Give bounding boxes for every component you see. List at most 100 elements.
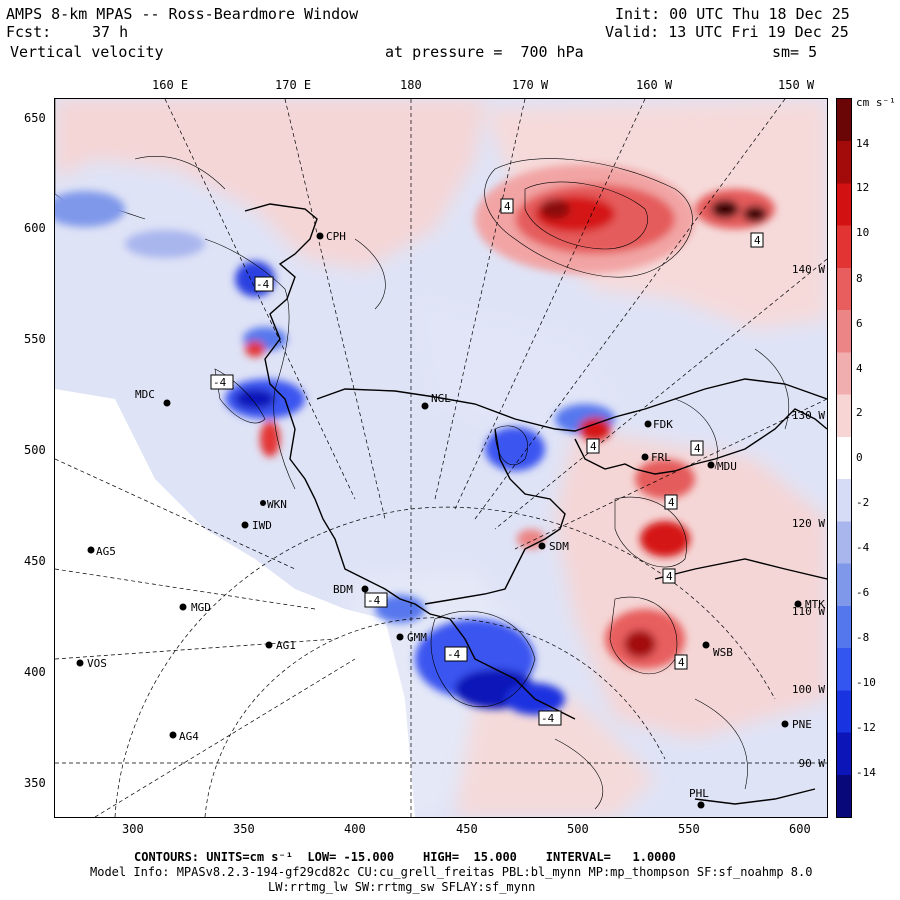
top-lon-label: 150 W: [778, 78, 815, 92]
colorbar-label: 8: [856, 272, 863, 285]
meridian-label: 110 W: [792, 605, 825, 618]
meridian-label: 130 W: [792, 409, 825, 422]
colorbar-label: 0: [856, 451, 863, 464]
colorbar-label: -14: [856, 766, 876, 779]
svg-text:4: 4: [668, 496, 675, 509]
station-marker: [241, 521, 249, 529]
station-marker: [538, 542, 546, 550]
station-label: FRL: [651, 451, 671, 464]
station-marker: [697, 801, 705, 809]
station-marker: [641, 453, 649, 461]
x-tick-label: 500: [567, 822, 589, 836]
station-cph[interactable]: CPH: [316, 230, 346, 243]
colorbar-label: 2: [856, 406, 863, 419]
station-wsb[interactable]: WSB: [702, 641, 734, 660]
y-tick-label: 550: [24, 332, 46, 346]
station-mdc[interactable]: MDC: [135, 388, 171, 407]
station-label: GMM: [407, 631, 427, 644]
station-ag1[interactable]: AG1: [265, 639, 296, 652]
station-label: MDU: [717, 460, 737, 473]
no-data-region: [55, 389, 415, 817]
x-tick-label: 400: [344, 822, 366, 836]
top-lon-label: 160 W: [636, 78, 673, 92]
station-marker: [702, 641, 710, 649]
station-mdu[interactable]: MDU: [707, 460, 737, 473]
station-marker: [179, 603, 187, 611]
forecast-hour: 37 h: [92, 23, 129, 41]
station-label: IWD: [252, 519, 272, 532]
y-tick-label: 650: [24, 111, 46, 125]
station-frl[interactable]: FRL: [641, 451, 672, 464]
x-tick-label: 300: [122, 822, 144, 836]
svg-text:-4: -4: [541, 712, 555, 725]
station-marker: [361, 585, 369, 593]
station-marker: [794, 600, 802, 608]
x-tick-label: 450: [456, 822, 478, 836]
contour-box: 4: [662, 568, 676, 584]
x-tick-label: 600: [789, 822, 811, 836]
station-pne[interactable]: PNE: [781, 718, 812, 731]
station-phl[interactable]: PHL: [689, 787, 709, 809]
colorbar-units: cm s⁻¹: [856, 96, 896, 109]
contour-box: -4: [254, 276, 274, 292]
svg-text:4: 4: [754, 234, 761, 247]
y-tick-label: 350: [24, 776, 46, 790]
station-marker: [169, 731, 177, 739]
x-tick-label: 350: [233, 822, 255, 836]
station-ngl[interactable]: NGL: [421, 392, 452, 410]
model-info: Model Info: MPASv8.2.3-194-gf29cd82c CU:…: [90, 865, 813, 879]
valid-time: Valid: 13 UTC Fri 19 Dec 25: [605, 23, 849, 41]
forecast-label: Fcst:: [6, 23, 52, 41]
variable-name: Vertical velocity: [10, 43, 164, 61]
station-sdm[interactable]: SDM: [538, 540, 570, 553]
station-mgd[interactable]: MGD: [179, 601, 211, 614]
colorbar: [836, 98, 852, 818]
station-layer: CPH MDC NGL FDK MDU FRL IWD WKN AG5 SDM …: [76, 230, 826, 809]
meridian-label: 140 W: [792, 263, 825, 276]
meridian-labels: 140 W 130 W 120 W 110 W 100 W 90 W: [792, 263, 825, 770]
svg-text:4: 4: [504, 200, 511, 213]
svg-text:-4: -4: [367, 594, 381, 607]
station-mtk[interactable]: MTK: [794, 598, 826, 611]
y-tick-label: 500: [24, 443, 46, 457]
station-label: PNE: [792, 718, 812, 731]
station-gmm[interactable]: GMM: [396, 631, 428, 644]
contour-box: -4: [538, 710, 562, 726]
top-lon-label: 170 W: [512, 78, 549, 92]
contour-box: 4: [664, 494, 678, 510]
init-time: Init: 00 UTC Thu 18 Dec 25: [615, 5, 850, 23]
svg-text:-4: -4: [256, 278, 270, 291]
y-tick-label: 450: [24, 554, 46, 568]
station-marker: [781, 720, 789, 728]
station-ag5[interactable]: AG5: [87, 545, 116, 558]
station-label: WKN: [267, 498, 287, 511]
meridian-label: 90 W: [799, 757, 826, 770]
station-iwd[interactable]: IWD: [241, 519, 272, 532]
station-vos[interactable]: VOS: [76, 657, 107, 670]
svg-text:4: 4: [694, 442, 701, 455]
station-bdm[interactable]: BDM: [333, 583, 369, 596]
colorbar-label: -8: [856, 631, 870, 644]
field-strong-features: [55, 164, 775, 715]
pressure-level: at pressure = 700 hPa: [385, 43, 584, 61]
station-label: BDM: [333, 583, 353, 596]
coastline: [244, 203, 827, 805]
station-marker: [707, 461, 715, 469]
contour-box: 4: [500, 198, 514, 214]
station-ag4[interactable]: AG4: [169, 730, 200, 743]
station-fdk[interactable]: FDK: [644, 418, 674, 431]
contour-box: -4: [210, 374, 234, 390]
station-label: MTK: [805, 598, 825, 611]
top-lon-label: 180: [400, 78, 422, 92]
meridian-label: 120 W: [792, 517, 825, 530]
station-wkn[interactable]: WKN: [260, 498, 287, 511]
map-title: AMPS 8-km MPAS -- Ross-Beardmore Window: [6, 5, 359, 23]
station-label: AG1: [276, 639, 296, 652]
model-info-line2: LW:rrtmg_lw SW:rrtmg_sw SFLAY:sf_mynn: [268, 880, 536, 894]
station-label: VOS: [87, 657, 107, 670]
graticule: [55, 99, 827, 817]
station-marker: [316, 232, 324, 240]
colorbar-label: -6: [856, 586, 870, 599]
x-tick-label: 550: [678, 822, 700, 836]
svg-text:4: 4: [590, 440, 597, 453]
